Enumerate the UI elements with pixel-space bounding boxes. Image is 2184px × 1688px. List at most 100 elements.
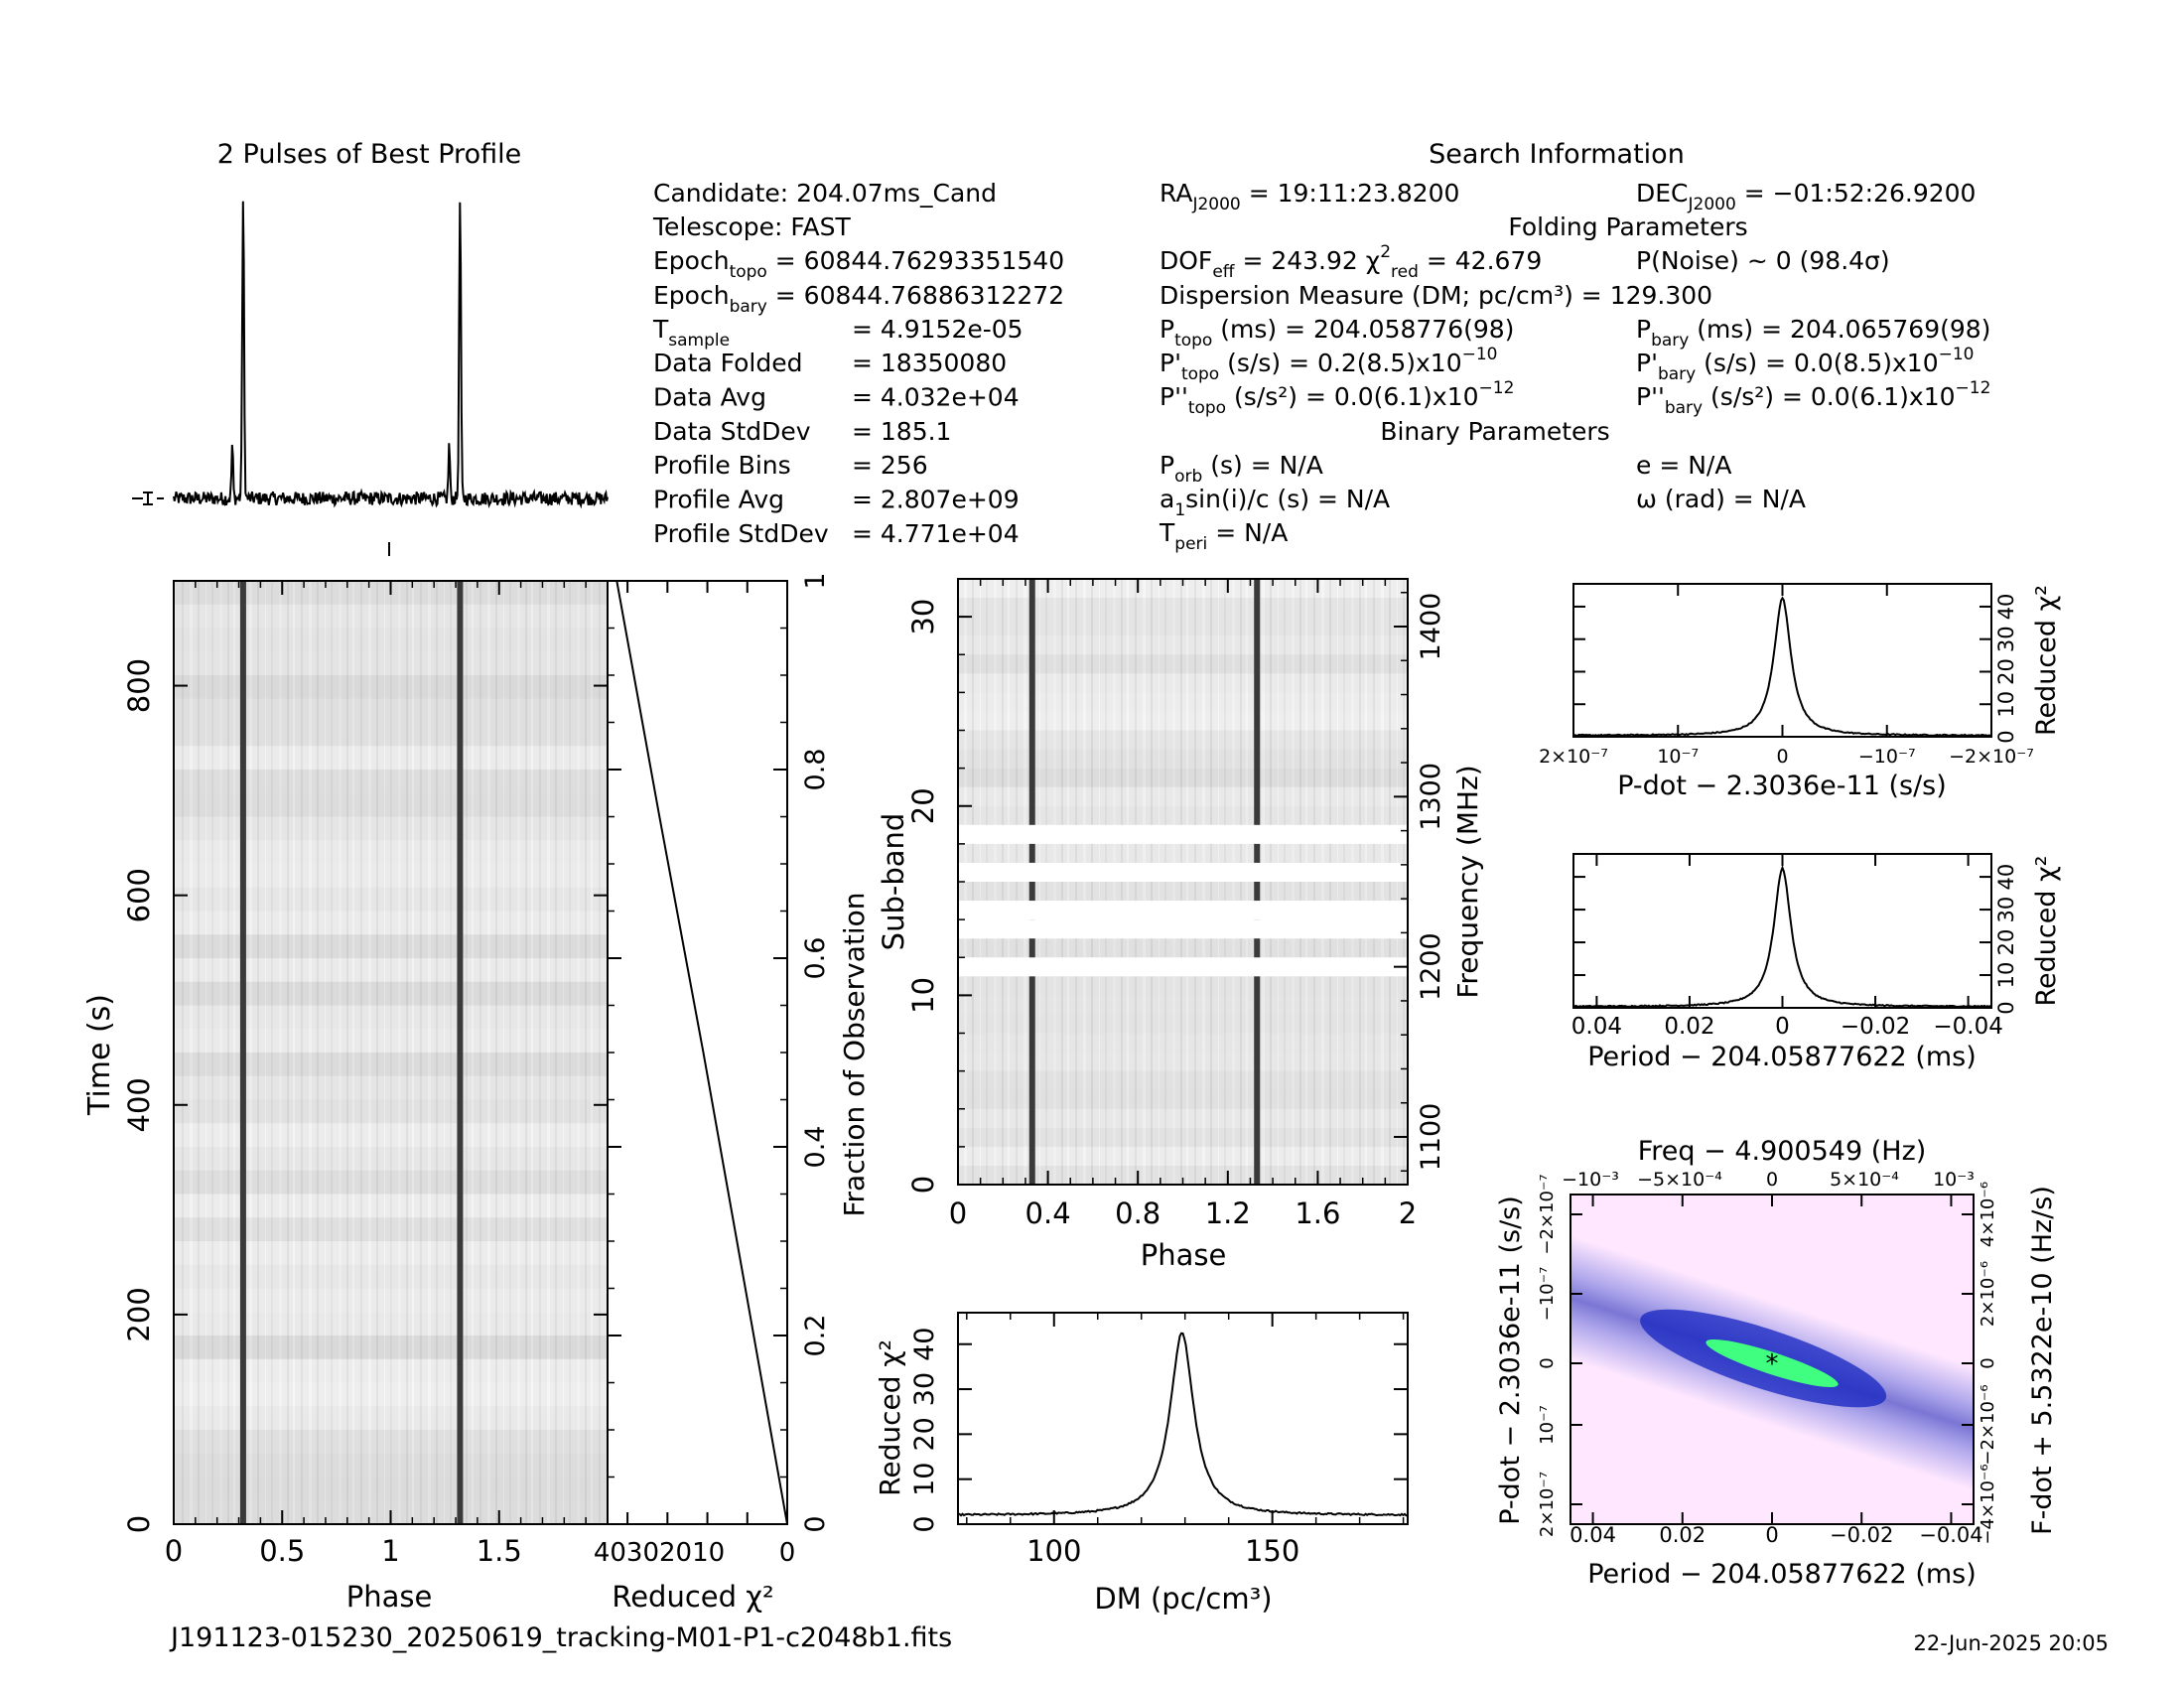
y-tick-label: 10	[1994, 962, 2018, 989]
y-tick-label: 400	[122, 1077, 156, 1132]
time-row	[174, 1264, 608, 1289]
time-row	[174, 1241, 608, 1265]
masked-subband	[958, 901, 1408, 920]
time-row	[174, 1217, 608, 1241]
stat-label: Profile StdDev	[653, 519, 829, 548]
plane-fill	[1570, 1231, 1974, 1495]
y-tick-label: 40	[909, 1328, 940, 1361]
y-tick-label: 0	[122, 1515, 156, 1533]
x-tick-label: −0.04	[1933, 1014, 2002, 1040]
y-axis-label: Reduced χ²	[2031, 585, 2062, 736]
x-tick-label: 2×10⁻⁷	[1539, 746, 1608, 768]
y-tick-label: 30	[1994, 897, 2018, 923]
y-tick-label: 0	[906, 1176, 940, 1194]
time-row	[174, 864, 608, 888]
masked-subband	[958, 824, 1408, 844]
subband-row	[958, 976, 1408, 996]
time-row	[174, 746, 608, 770]
subband-row	[958, 938, 1408, 958]
subband-row	[958, 1033, 1408, 1053]
x-tick-label: 40302010	[594, 1538, 725, 1568]
y-axis-label: Sub-band	[877, 813, 910, 951]
time-row	[174, 911, 608, 935]
time-row	[174, 628, 608, 652]
frame	[1572, 583, 1992, 738]
subband-row	[958, 1070, 1408, 1090]
time-row	[174, 604, 608, 629]
stat-value: = 185.1	[852, 417, 951, 446]
time-row	[174, 1005, 608, 1030]
stat-value: = 2.807e+09	[852, 486, 1020, 514]
y2-tick-label: −4×10⁻⁶	[1978, 1464, 1998, 1544]
x-tick-label: −2×10⁻⁷	[1949, 746, 2034, 768]
x-tick-label: 2	[1399, 1196, 1417, 1230]
time-row	[174, 722, 608, 747]
x-axis-label: Reduced χ²	[612, 1580, 773, 1614]
subband-row	[958, 711, 1408, 731]
time-row	[174, 1312, 608, 1336]
subband-row	[958, 635, 1408, 655]
time-row	[174, 1170, 608, 1195]
y-tick-label: 2×10⁻⁷	[1537, 1472, 1558, 1537]
chi2-vs-time-chart: 40302010 00 0.2 0.4 0.6 0.8 1 Reduced χ² Fractio…	[594, 572, 871, 1614]
y-tick-label: 20	[1994, 929, 2018, 956]
subband-row	[958, 673, 1408, 693]
y-tick-label: 1	[800, 572, 831, 589]
y-tick-label: 30	[1994, 626, 2018, 652]
time-row	[174, 840, 608, 864]
y-tick-label: 10	[1994, 691, 2018, 718]
omega-line: ω (rad) = N/A	[1636, 485, 1806, 513]
pulse-track	[239, 581, 246, 1524]
stat-value: = 4.771e+04	[852, 519, 1020, 548]
stat-label: Data Folded	[653, 349, 803, 377]
epoch-topo-line: Epochtopo = 60844.76293351540	[653, 246, 1064, 282]
y-tick-label: 40	[1994, 864, 2018, 891]
time-row	[174, 816, 608, 841]
x-axis-label: Period − 204.05877622 (ms)	[1587, 1559, 1977, 1590]
top-tick-label: −5×10⁻⁴	[1637, 1169, 1722, 1191]
t-sample-line: Tsample	[652, 315, 730, 351]
stat-value: = 256	[852, 451, 928, 480]
time-row	[174, 1382, 608, 1407]
chi2-time-line	[615, 580, 788, 1525]
subband-row	[958, 654, 1408, 674]
search-info-block: Search Information Candidate: 204.07ms_C…	[652, 139, 1990, 554]
time-row	[174, 1406, 608, 1430]
best-profile-chart	[132, 201, 609, 556]
x-axis-label: P-dot − 2.3036e-11 (s/s)	[1617, 771, 1947, 801]
y-axis-label: Reduced χ²	[874, 1339, 906, 1496]
x-axis-label: Phase	[346, 1580, 433, 1614]
y-tick-label: 0	[909, 1515, 940, 1532]
subband-row	[958, 1014, 1408, 1034]
time-row	[174, 1029, 608, 1053]
time-row	[174, 1358, 608, 1383]
y2-axis-label: Frequency (MHz)	[1451, 765, 1484, 998]
profile-title: 2 Pulses of Best Profile	[217, 139, 521, 170]
x-tick-label: 0.04	[1570, 1523, 1616, 1547]
y-tick-label: 800	[122, 658, 156, 713]
subband-row	[958, 617, 1408, 636]
time-row	[174, 698, 608, 723]
time-row	[174, 887, 608, 912]
top-tick-label: −10⁻³	[1562, 1169, 1619, 1191]
y2-tick-label: 1200	[1416, 932, 1446, 1001]
peak-region	[1706, 1338, 1839, 1388]
y-tick-label: −10⁻⁷	[1537, 1267, 1558, 1322]
x-tick-label: −0.04	[1919, 1523, 1982, 1547]
x-tick-label: 1.6	[1295, 1196, 1340, 1230]
y-axis-label: P-dot − 2.3036e-11 (s/s)	[1495, 1196, 1526, 1525]
x-axis-label: Period − 204.05877622 (ms)	[1587, 1042, 1977, 1072]
ra-line: RAJ2000 = 19:11:23.8200	[1160, 179, 1459, 214]
subband-row	[958, 882, 1408, 902]
x-tick-label: 150	[1245, 1534, 1299, 1568]
x-tick-label: 0.8	[1115, 1196, 1160, 1230]
time-row	[174, 1123, 608, 1147]
pdot-g-line	[1572, 596, 1992, 738]
x-axis-label: DM (pc/cm³)	[1094, 1582, 1272, 1616]
pbary-line: Pbary (ms) = 204.065769(98)	[1636, 315, 1990, 351]
y-tick-label: 0	[1994, 1001, 2018, 1014]
pnoise-line: P(Noise) ~ 0 (98.4σ)	[1636, 246, 1890, 275]
stat-label: Data StdDev	[653, 417, 811, 446]
time-row	[174, 1194, 608, 1218]
